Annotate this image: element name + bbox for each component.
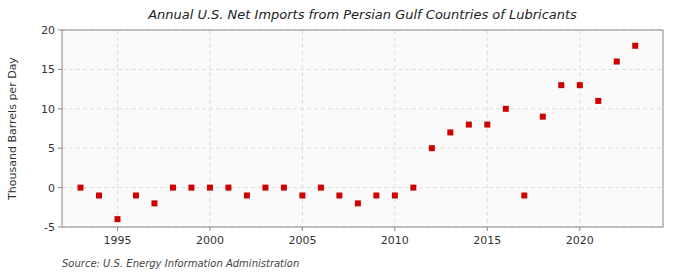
x-tick-label: 2020 xyxy=(566,234,594,247)
y-tick xyxy=(58,187,62,188)
y-tick xyxy=(58,69,62,70)
point xyxy=(614,59,620,65)
point xyxy=(521,192,527,198)
grid xyxy=(62,30,663,227)
grid-line-x xyxy=(117,30,118,227)
y-tick xyxy=(58,30,62,31)
page: {"chart_data": {"type": "scatter", "titl… xyxy=(0,0,675,275)
x-tick xyxy=(394,227,395,231)
y-tick xyxy=(58,108,62,109)
point xyxy=(114,216,120,222)
y-tick-label: -5 xyxy=(44,221,55,234)
grid-line-x xyxy=(209,30,210,227)
point xyxy=(188,185,194,191)
point xyxy=(392,192,398,198)
grid-line-x xyxy=(487,30,488,227)
point xyxy=(336,192,342,198)
point xyxy=(558,82,564,88)
point xyxy=(540,114,546,120)
y-tick xyxy=(58,148,62,149)
point xyxy=(355,200,361,206)
x-tick-label: 1995 xyxy=(103,234,131,247)
x-tick xyxy=(117,227,118,231)
point xyxy=(503,106,509,112)
point xyxy=(96,192,102,198)
axes: -5 0 5 10 15 20 1995 2000 2005 2010 2015 2020 xyxy=(41,24,594,247)
point xyxy=(318,185,324,191)
point xyxy=(170,185,176,191)
point xyxy=(484,122,490,128)
point xyxy=(632,43,638,49)
x-tick-label: 2005 xyxy=(288,234,316,247)
x-tick xyxy=(487,227,488,231)
y-tick-label: 15 xyxy=(41,63,55,76)
x-tick-label: 2010 xyxy=(381,234,409,247)
y-axis-label: Thousand Barrels per Day xyxy=(6,57,19,201)
point xyxy=(447,129,453,135)
plot-background xyxy=(62,30,663,227)
x-tick-label: 2015 xyxy=(473,234,501,247)
grid-line-y xyxy=(62,187,663,188)
x-tick xyxy=(209,227,210,231)
point xyxy=(133,192,139,198)
y-tick-label: 10 xyxy=(41,103,55,116)
grid-line-y xyxy=(62,69,663,70)
point xyxy=(429,145,435,151)
x-tick xyxy=(302,227,303,231)
point xyxy=(77,185,83,191)
point xyxy=(410,185,416,191)
chart-container: -5 0 5 10 15 20 1995 2000 2005 2010 2015 2020 Annual… xyxy=(0,0,675,275)
point xyxy=(225,185,231,191)
point xyxy=(466,122,472,128)
annotation: Source: U.S. Energy Information Administ… xyxy=(62,258,299,269)
title: Annual U.S. Net Imports from Persian Gul… xyxy=(147,7,577,22)
plot-frame xyxy=(62,30,663,227)
y-tick xyxy=(58,227,62,228)
point xyxy=(262,185,268,191)
point xyxy=(281,185,287,191)
grid-line-x xyxy=(579,30,580,227)
x-tick xyxy=(579,227,580,231)
y-tick-label: 5 xyxy=(48,142,55,155)
point xyxy=(207,185,213,191)
grid-line-y xyxy=(62,108,663,109)
point xyxy=(577,82,583,88)
data-points xyxy=(77,43,638,222)
x-tick-label: 2000 xyxy=(196,234,224,247)
point xyxy=(244,192,250,198)
grid-line-y xyxy=(62,148,663,149)
point xyxy=(373,192,379,198)
chart: -5 0 5 10 15 20 1995 2000 2005 2010 2015 2020 Annual… xyxy=(0,0,675,275)
point xyxy=(595,98,601,104)
point xyxy=(299,192,305,198)
y-tick-label: 0 xyxy=(48,182,55,195)
y-tick-label: 20 xyxy=(41,24,55,37)
point xyxy=(151,200,157,206)
